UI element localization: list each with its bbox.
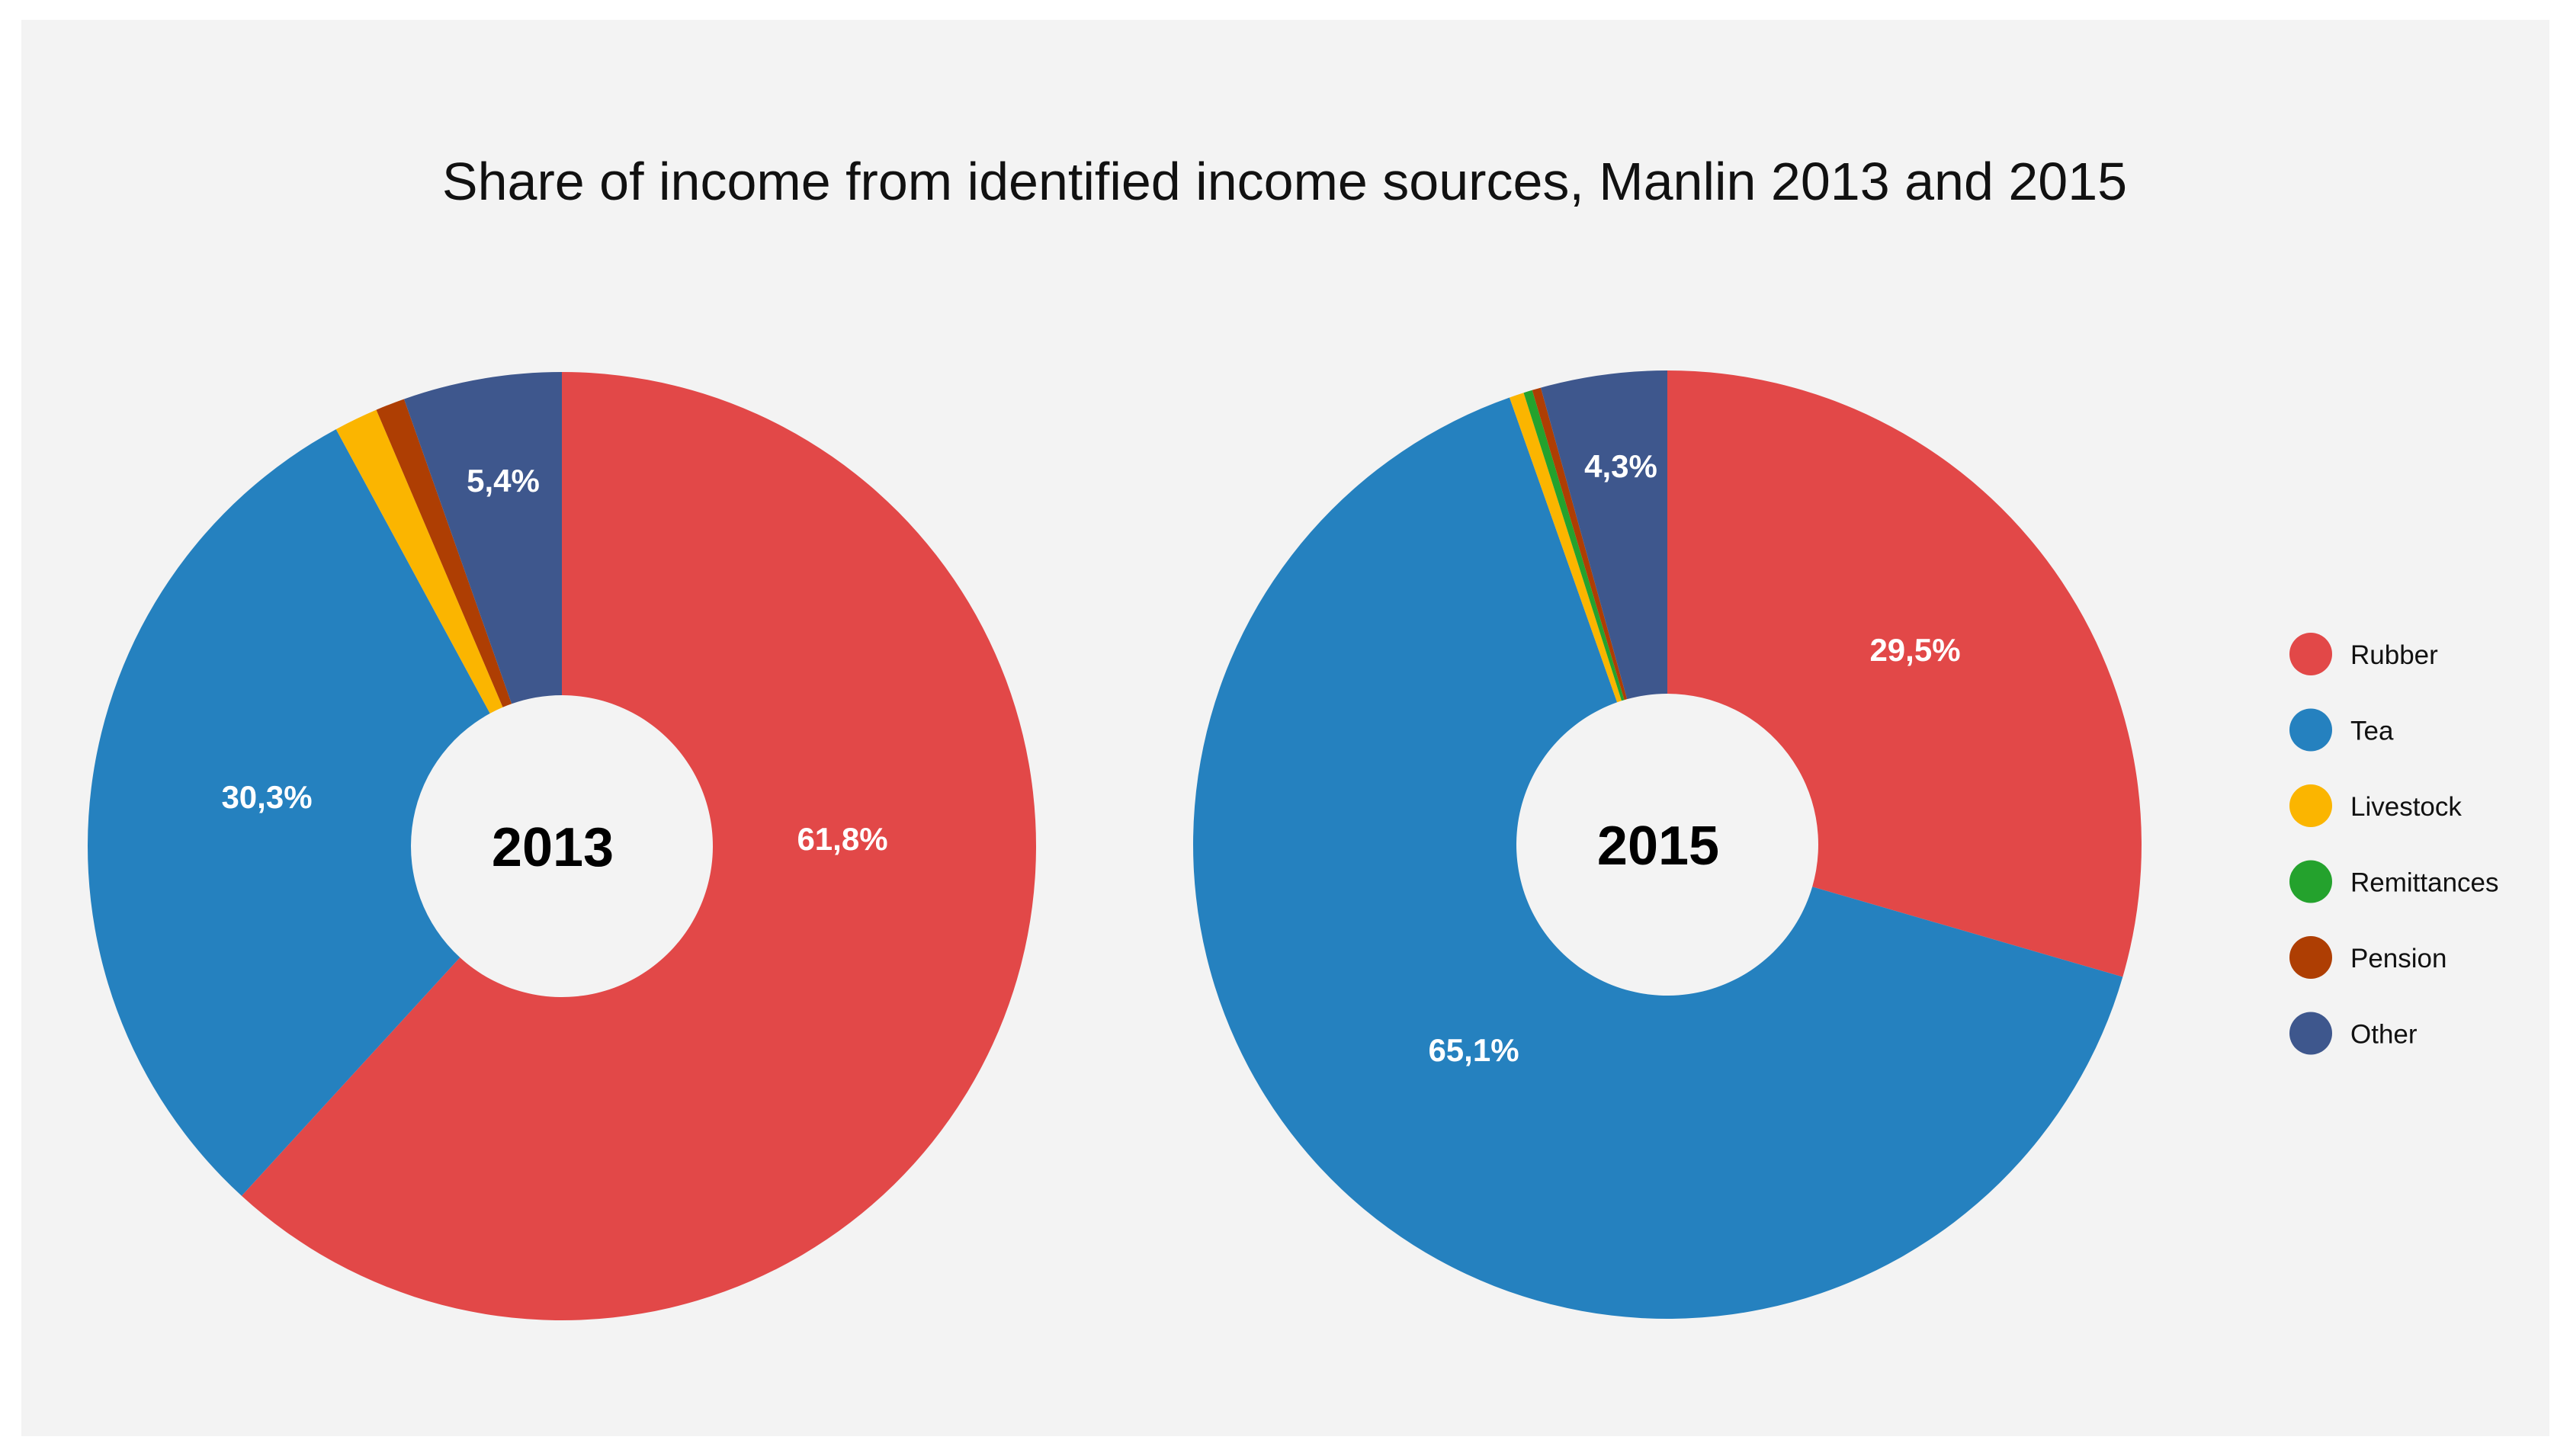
- data-label-other-2015: 4,3%: [1584, 448, 1657, 484]
- legend-label-livestock: Livestock: [2350, 792, 2462, 822]
- slice-tea-2015: [1192, 397, 2123, 1319]
- data-label-other-2013: 5,4%: [467, 463, 540, 499]
- data-label-tea-2013: 30,3%: [221, 779, 312, 815]
- slice-pension-2015: [1532, 387, 1628, 701]
- legend-swatch-rubber: [2289, 633, 2332, 675]
- data-label-rubber-2013: 61,8%: [797, 821, 887, 857]
- legend-label-tea: Tea: [2350, 717, 2394, 746]
- legend-item-tea: Tea: [2289, 708, 2394, 752]
- legend-swatch-other: [2289, 1012, 2332, 1055]
- pie-charts: 61,8% 30,3% 5,4% 2013 29,5% 65,1% 4,3% 2015: [87, 370, 2142, 1320]
- legend-label-remittances: Remittances: [2350, 868, 2499, 898]
- slice-other-2013: [403, 372, 562, 704]
- slice-rubber-2013: [241, 372, 1036, 1320]
- legend-item-other: Other: [2289, 1012, 2418, 1055]
- legend-item-rubber: Rubber: [2289, 633, 2438, 675]
- legend-item-livestock: Livestock: [2289, 784, 2462, 827]
- slice-other-2015: [1540, 370, 1667, 700]
- slice-tea-2013: [87, 429, 490, 1196]
- slice-livestock-2013: [335, 409, 503, 714]
- legend-swatch-pension: [2289, 936, 2332, 979]
- data-label-rubber-2015: 29,5%: [1869, 632, 1960, 668]
- slice-rubber-2015: [1667, 370, 2142, 977]
- legend-label-pension: Pension: [2350, 944, 2446, 973]
- legend-swatch-remittances: [2289, 860, 2332, 903]
- legend-label-other: Other: [2350, 1020, 2418, 1050]
- slice-livestock-2015: [1509, 393, 1622, 703]
- legend-label-rubber: Rubber: [2350, 640, 2438, 670]
- legend: Rubber Tea Livestock Remittances Pension Othe…: [2289, 633, 2499, 1055]
- legend-swatch-tea: [2289, 708, 2332, 752]
- center-label-2015: 2015: [1597, 816, 1719, 877]
- slice-remittances-2015: [1523, 390, 1625, 701]
- legend-item-remittances: Remittances: [2289, 860, 2499, 903]
- pie-2015: 29,5% 65,1% 4,3% 2015: [1192, 370, 2142, 1319]
- slice-pension-2013: [376, 399, 512, 707]
- data-label-tea-2015: 65,1%: [1428, 1032, 1519, 1068]
- legend-item-pension: Pension: [2289, 936, 2446, 979]
- center-label-2013: 2013: [492, 817, 614, 878]
- pie-2013: 61,8% 30,3% 5,4% 2013: [87, 372, 1036, 1320]
- legend-swatch-livestock: [2289, 784, 2332, 827]
- chart-title: Share of income from identified income s…: [442, 152, 2127, 211]
